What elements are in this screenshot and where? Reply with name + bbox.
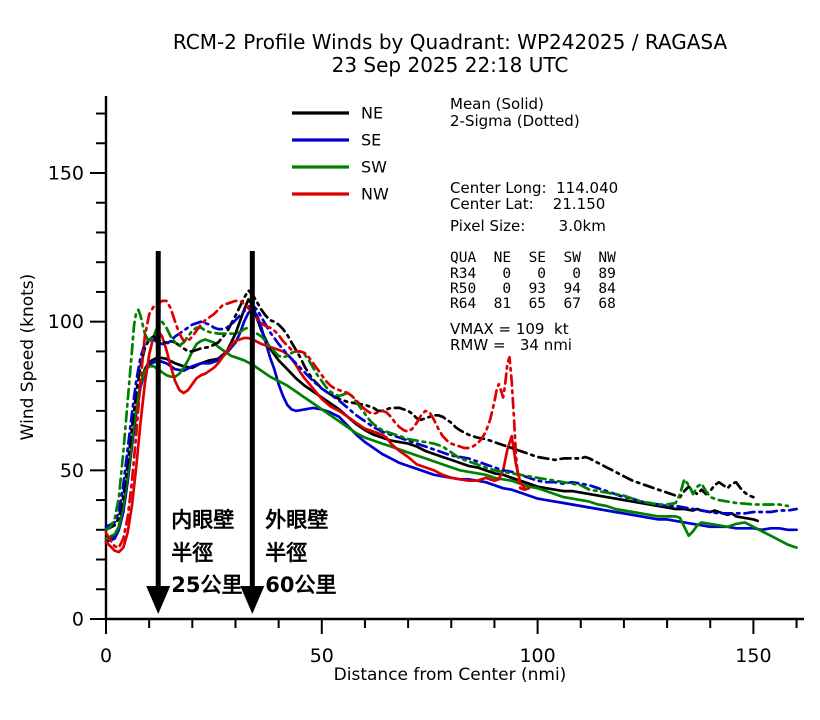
x-tick-label: 0 <box>100 645 112 667</box>
y-axis-label: Wind Speed (knots) <box>18 273 38 441</box>
x-tick-label: 150 <box>735 645 771 667</box>
info-line: R34 0 0 0 89 <box>450 266 616 282</box>
info-line: VMAX = 109 kt <box>450 320 569 338</box>
legend-note-2sigma: 2-Sigma (Dotted) <box>450 112 580 130</box>
series-se-mean <box>104 308 798 544</box>
legend-label-ne: NE <box>361 104 383 123</box>
legend-note-mean: Mean (Solid) <box>450 95 544 113</box>
info-line: Center Long: 114.040 <box>450 179 619 197</box>
info-line: R50 0 93 94 84 <box>450 281 616 297</box>
series-ne-2sigma <box>104 289 755 532</box>
info-line: QUA NE SE SW NW <box>450 250 616 266</box>
series-ne-mean <box>104 298 760 541</box>
x-axis-label: Distance from Center (nmi) <box>333 665 567 685</box>
info-line: R64 81 65 67 68 <box>450 296 616 312</box>
eyewall-annotation-1: 内眼壁 半徑 25公里 <box>171 508 243 597</box>
series-sw-mean <box>104 338 798 549</box>
series-nw-2sigma <box>104 299 531 549</box>
page-subtitle: 23 Sep 2025 22:18 UTC <box>331 53 569 77</box>
eyewall-annotation-2: 外眼壁 半徑 60公里 <box>265 508 337 597</box>
eyewall-arrowhead-1 <box>146 586 171 614</box>
info-line: Pixel Size: 3.0km <box>450 217 606 235</box>
info-line: Center Lat: 21.150 <box>450 195 606 213</box>
page-title: RCM-2 Profile Winds by Quadrant: WP24202… <box>172 30 728 54</box>
y-tick-label: 0 <box>72 609 84 631</box>
legend-label-se: SE <box>361 131 381 150</box>
y-tick-label: 150 <box>48 163 84 185</box>
series-sw-2sigma <box>104 308 790 532</box>
legend-label-nw: NW <box>361 185 389 204</box>
x-tick-label: 50 <box>310 645 334 667</box>
x-tick-label: 100 <box>519 645 555 667</box>
y-tick-label: 100 <box>48 311 84 333</box>
y-tick-label: 50 <box>60 460 84 482</box>
eyewall-arrowhead-2 <box>240 586 265 614</box>
legend-label-sw: SW <box>361 158 387 177</box>
info-line: RMW = 34 nmi <box>450 336 572 354</box>
